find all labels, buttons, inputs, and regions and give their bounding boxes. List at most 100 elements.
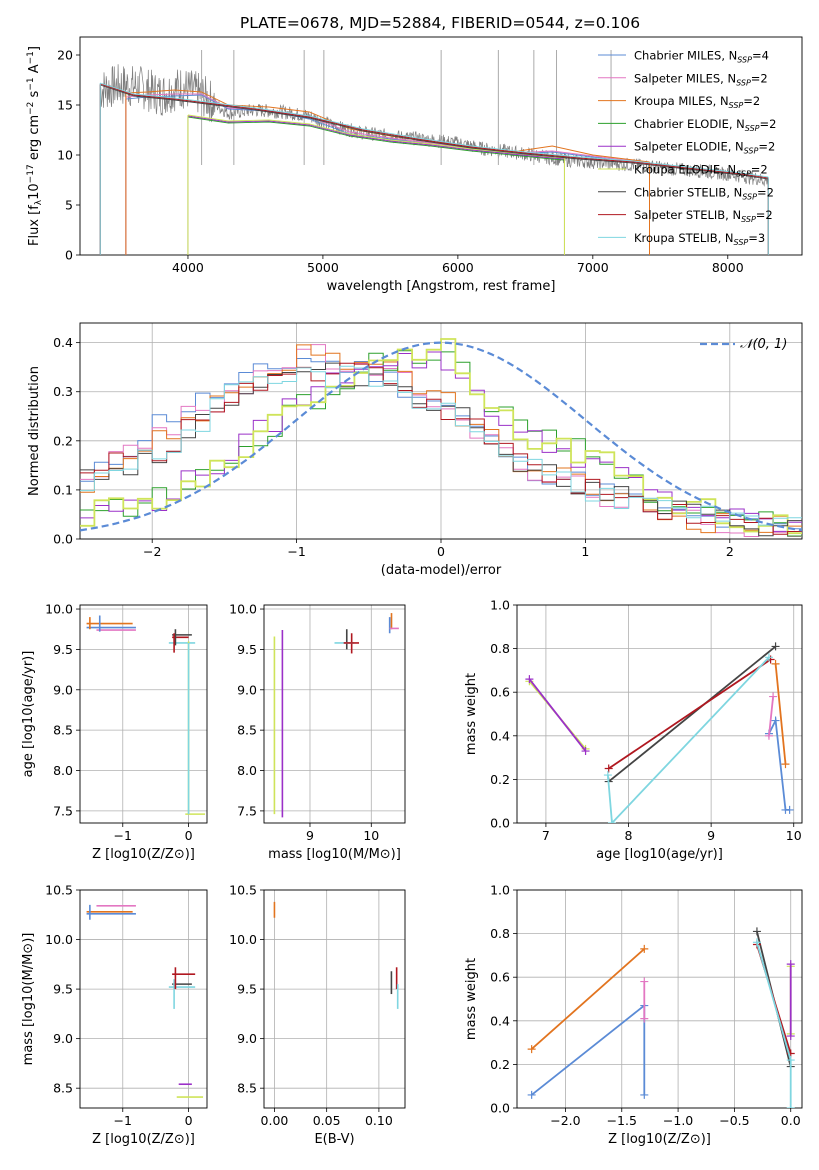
y-axis-label: Normed distribution	[27, 366, 42, 496]
weight-marker	[764, 653, 773, 662]
x-tick-label: 9	[707, 828, 715, 843]
x-tick-label: 5000	[307, 260, 339, 275]
weight-marker	[786, 960, 795, 969]
residual-histogram	[80, 365, 802, 526]
weight-marker	[781, 760, 790, 769]
model-spectrum-line	[100, 82, 769, 178]
x-tick-label: 8	[625, 828, 633, 843]
y-tick-label: 0.3	[53, 384, 73, 399]
y-tick-label: 0.0	[490, 816, 510, 831]
axes-frame	[79, 36, 803, 256]
y-axis-label: mass weight	[464, 673, 479, 755]
weight-marker	[525, 675, 534, 684]
x-tick-label: 8000	[712, 260, 744, 275]
y-tick-label: 0.4	[53, 335, 73, 350]
weight-marker	[786, 1104, 795, 1108]
x-axis-label: Z [log10(Z/Z⊙)]	[92, 1132, 195, 1147]
axes-frame	[263, 889, 406, 1109]
x-axis-label: wavelength [Angstrom, rest frame]	[327, 279, 556, 294]
x-tick-label: −0.5	[719, 1113, 749, 1128]
x-tick-label: 10	[786, 828, 802, 843]
x-tick-label: 1	[581, 544, 589, 559]
legend-entry: Kroupa STELIB, NSSP=3	[634, 231, 765, 247]
y-tick-label: 0.6	[490, 970, 510, 985]
y-axis-label: mass weight	[464, 958, 479, 1040]
weight-line	[774, 663, 787, 765]
legend-entry: Salpeter ELODIE, NSSP=2	[634, 140, 775, 156]
x-tick-label: 9	[306, 828, 314, 843]
y-tick-label: 10.0	[45, 932, 73, 947]
weight-marker	[603, 771, 612, 780]
weight-marker	[771, 716, 780, 725]
weight-vs-age-panel: 7 8 9 10 0.0 0.2 0.4 0.6 0.8 1.0 age [log10(age/yr…	[464, 598, 803, 862]
y-tick-label: 7.5	[237, 803, 257, 818]
x-tick-label: −2.0	[550, 1113, 580, 1128]
residual-histogram	[80, 338, 802, 535]
y-tick-label: 20	[57, 48, 73, 63]
weight-marker	[764, 731, 773, 740]
axes-frame	[79, 322, 803, 540]
y-tick-label: 1.0	[490, 883, 510, 898]
weight-marker	[527, 1090, 536, 1099]
y-tick-label: 5	[65, 198, 73, 213]
age-vs-z-panel: −1 0 7.5 8.0 8.5 9.0 9.5 10.0 Z [log10(Z/Z⊙)] age…	[21, 602, 208, 862]
y-tick-label: 0.0	[490, 1101, 510, 1116]
y-tick-label: 0.2	[490, 772, 510, 787]
x-tick-label: −1.5	[607, 1113, 637, 1128]
x-tick-label: −1	[114, 828, 132, 843]
x-tick-label: 0.00	[261, 1113, 289, 1128]
x-tick-label: 0	[185, 828, 193, 843]
legend-entry: Chabrier STELIB, NSSP=2	[634, 185, 774, 201]
model-spectrum-line	[125, 93, 650, 164]
x-tick-label: 7	[542, 828, 550, 843]
residuals-panel: −2 −1 0 1 2 0.0 0.1 0.2 0.3 0.4 𝒩(0, 1) (data-model…	[27, 322, 803, 578]
weight-line	[756, 942, 792, 1108]
legend-entry: Kroupa MILES, NSSP=2	[634, 94, 760, 110]
y-tick-label: 8.0	[237, 763, 257, 778]
legend-entry: Salpeter MILES, NSSP=2	[634, 71, 768, 87]
residuals-legend: 𝒩(0, 1)	[700, 337, 787, 352]
y-tick-label: 0.8	[490, 926, 510, 941]
weight-marker	[752, 938, 761, 947]
model-spectrum-line	[100, 83, 769, 179]
spectrum-legend: Chabrier MILES, NSSP=4 Salpeter MILES, NS…	[598, 49, 776, 247]
normal-curve	[80, 341, 802, 532]
legend-entry: 𝒩(0, 1)	[740, 337, 787, 352]
x-tick-label: −1	[287, 544, 305, 559]
y-tick-label: 8.0	[53, 763, 73, 778]
y-tick-label: 10.0	[45, 602, 73, 617]
x-tick-label: 0	[185, 1113, 193, 1128]
legend-entry: Salpeter STELIB, NSSP=2	[634, 208, 773, 224]
x-tick-label: −1.0	[663, 1113, 693, 1128]
y-tick-label: 9.0	[237, 682, 257, 697]
x-tick-label: 0.0	[781, 1113, 801, 1128]
weight-line	[608, 645, 777, 783]
weight-marker	[786, 1032, 795, 1041]
x-tick-label: 0.10	[365, 1113, 393, 1128]
y-tick-label: 1.0	[490, 598, 510, 613]
weight-marker	[640, 977, 649, 986]
weight-marker	[771, 642, 780, 651]
y-tick-label: 8.5	[53, 723, 73, 738]
x-axis-label: E(B-V)	[314, 1132, 354, 1147]
y-tick-label: 8.5	[237, 723, 257, 738]
model-spectrum-line	[125, 94, 650, 165]
y-tick-label: 9.5	[53, 982, 73, 997]
x-tick-label: 10	[363, 828, 379, 843]
weight-line	[608, 658, 772, 770]
y-tick-label: 9.0	[53, 682, 73, 697]
y-tick-label: 0.8	[490, 641, 510, 656]
x-tick-label: −2	[143, 544, 161, 559]
y-tick-label: 10	[57, 148, 73, 163]
y-tick-label: 9.5	[237, 982, 257, 997]
weight-marker	[640, 1090, 649, 1099]
x-tick-label: 0.05	[313, 1113, 341, 1128]
y-axis-label: Flux [fλ10−17 erg cm−2 s−1 A−1]	[26, 46, 44, 246]
residual-histogram	[80, 344, 802, 534]
weight-marker	[786, 1056, 795, 1065]
weight-marker	[640, 944, 649, 953]
axes-frame	[79, 604, 208, 824]
model-spectrum-line	[187, 115, 565, 160]
x-axis-label: mass [log10(M/M⊙)]	[268, 847, 401, 862]
